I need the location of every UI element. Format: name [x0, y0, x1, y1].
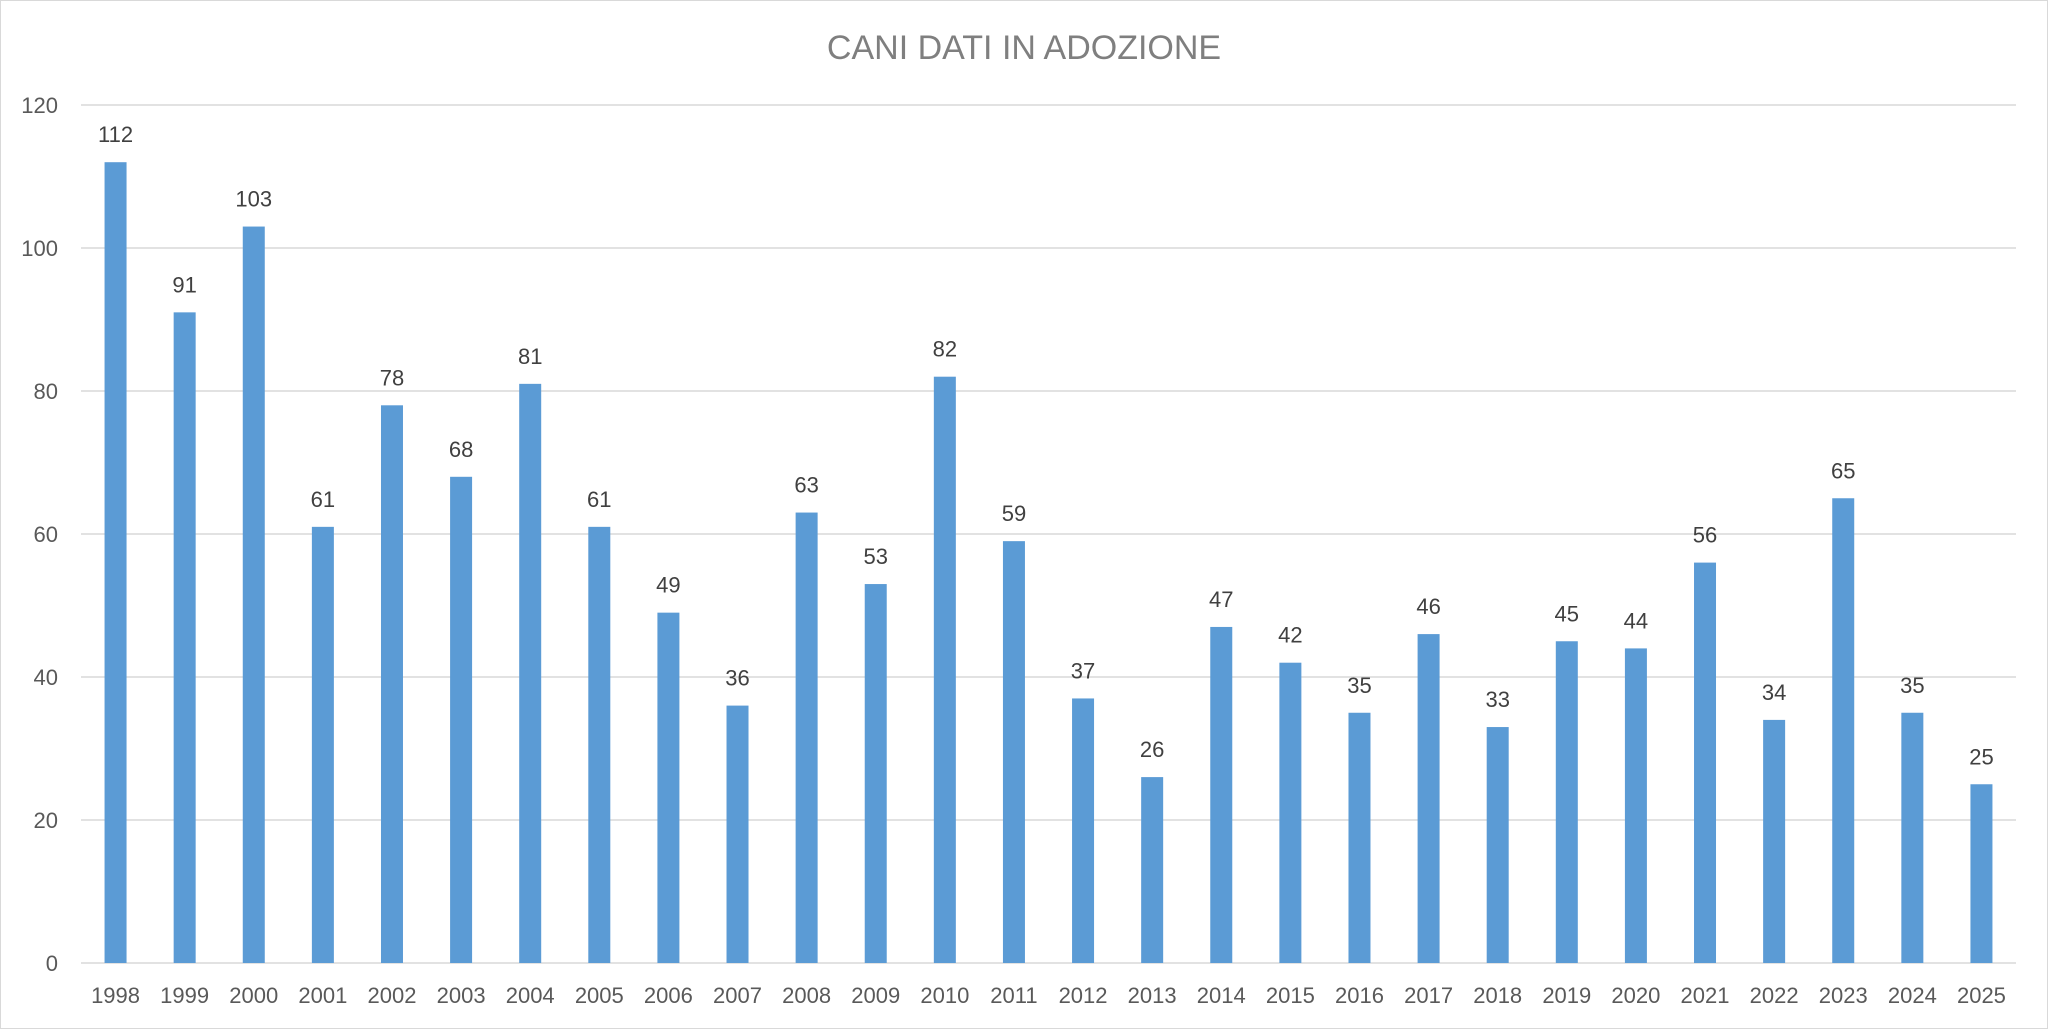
bar-2011 [1002, 541, 1025, 963]
bar-2014 [1210, 626, 1233, 963]
bar-2001 [311, 526, 334, 963]
x-tick-label-2007: 2007 [713, 983, 762, 1008]
data-label-2004: 81 [518, 344, 542, 369]
x-tick-label-2012: 2012 [1059, 983, 1108, 1008]
bar-2007 [726, 705, 749, 963]
data-label-2020: 44 [1624, 608, 1648, 633]
x-tick-label-2016: 2016 [1335, 983, 1384, 1008]
data-label-2024: 35 [1900, 673, 1924, 698]
data-label-2013: 26 [1140, 737, 1164, 762]
bars [104, 162, 1993, 964]
x-tick-label-1999: 1999 [160, 983, 209, 1008]
x-tick-label-2003: 2003 [437, 983, 486, 1008]
data-label-2018: 33 [1485, 687, 1509, 712]
x-tick-label-2013: 2013 [1128, 983, 1177, 1008]
data-label-2012: 37 [1071, 658, 1095, 683]
bar-2008 [795, 512, 818, 963]
data-label-2023: 65 [1831, 458, 1855, 483]
bar-2010 [933, 376, 956, 963]
x-tick-label-2010: 2010 [920, 983, 969, 1008]
data-label-2008: 63 [794, 473, 818, 498]
x-tick-label-2002: 2002 [368, 983, 417, 1008]
x-tick-label-2019: 2019 [1542, 983, 1591, 1008]
x-tick-label-2009: 2009 [851, 983, 900, 1008]
y-tick-label: 100 [21, 236, 58, 261]
data-label-2009: 53 [863, 544, 887, 569]
x-tick-label-2021: 2021 [1681, 983, 1730, 1008]
y-tick-label: 120 [21, 93, 58, 118]
bar-2002 [380, 405, 403, 963]
bar-2024 [1901, 712, 1924, 963]
x-tick-label-2018: 2018 [1473, 983, 1522, 1008]
data-label-2001: 61 [311, 487, 335, 512]
data-label-2021: 56 [1693, 523, 1717, 548]
data-label-2015: 42 [1278, 623, 1302, 648]
bar-2021 [1694, 562, 1717, 963]
bar-2009 [864, 584, 887, 963]
x-tick-label-2004: 2004 [506, 983, 555, 1008]
bar-2019 [1555, 641, 1578, 963]
x-tick-label-2023: 2023 [1819, 983, 1868, 1008]
bar-2018 [1486, 727, 1509, 963]
x-tick-label-2020: 2020 [1611, 983, 1660, 1008]
data-label-2005: 61 [587, 487, 611, 512]
x-tick-label-2017: 2017 [1404, 983, 1453, 1008]
bar-2025 [1970, 784, 1993, 963]
data-label-2006: 49 [656, 573, 680, 598]
x-tick-label-2001: 2001 [298, 983, 347, 1008]
data-label-2007: 36 [725, 666, 749, 691]
bar-2004 [519, 383, 542, 964]
y-tick-label: 40 [34, 665, 58, 690]
x-tick-label-2022: 2022 [1750, 983, 1799, 1008]
bar-2012 [1072, 698, 1095, 963]
bar-1998 [104, 162, 127, 963]
data-label-1999: 91 [172, 272, 196, 297]
bar-2023 [1832, 498, 1855, 963]
bar-2006 [657, 612, 680, 963]
x-tick-label-2015: 2015 [1266, 983, 1315, 1008]
gridlines [81, 104, 2016, 964]
data-label-2025: 25 [1969, 744, 1993, 769]
x-tick-label-2000: 2000 [229, 983, 278, 1008]
data-label-2010: 82 [933, 337, 957, 362]
data-label-2022: 34 [1762, 680, 1786, 705]
data-label-2003: 68 [449, 437, 473, 462]
data-label-1998: 112 [98, 122, 133, 147]
data-labels: 112 91 103 61 78 68 81 61 49 36 63 53 82 59 37 26 47 42 35… [98, 122, 1994, 769]
x-axis: 1998 1999 2000 2001 2002 2003 2004 2005 2006 2007… [91, 983, 2006, 1008]
x-tick-label-1998: 1998 [91, 983, 140, 1008]
y-tick-label: 60 [34, 522, 58, 547]
x-tick-label-2024: 2024 [1888, 983, 1937, 1008]
bar-2003 [450, 476, 473, 963]
x-tick-label-2006: 2006 [644, 983, 693, 1008]
data-label-2011: 59 [1002, 501, 1026, 526]
x-tick-label-2025: 2025 [1957, 983, 2006, 1008]
x-tick-label-2011: 2011 [990, 983, 1037, 1008]
bar-2000 [242, 226, 265, 964]
y-tick-label: 20 [34, 808, 58, 833]
bar-2015 [1279, 662, 1302, 963]
data-label-2017: 46 [1416, 594, 1440, 619]
x-tick-label-2014: 2014 [1197, 983, 1246, 1008]
data-label-2019: 45 [1555, 601, 1579, 626]
x-tick-label-2005: 2005 [575, 983, 624, 1008]
bar-1999 [173, 312, 196, 964]
chart-title: CANI DATI IN ADOZIONE [827, 29, 1221, 67]
data-label-2016: 35 [1347, 673, 1371, 698]
y-tick-label: 0 [46, 951, 58, 976]
bar-2005 [588, 526, 611, 963]
data-label-2002: 78 [380, 365, 404, 390]
x-tick-label-2008: 2008 [782, 983, 831, 1008]
bar-2017 [1417, 634, 1440, 963]
y-axis: 0 20 40 60 80 100 120 [21, 93, 58, 976]
bar-2016 [1348, 712, 1371, 963]
data-label-2014: 47 [1209, 587, 1233, 612]
bar-2020 [1624, 648, 1647, 963]
bar-2022 [1763, 719, 1786, 963]
data-label-2000: 103 [235, 187, 272, 212]
bar-2013 [1141, 777, 1164, 963]
y-tick-label: 80 [34, 379, 58, 404]
